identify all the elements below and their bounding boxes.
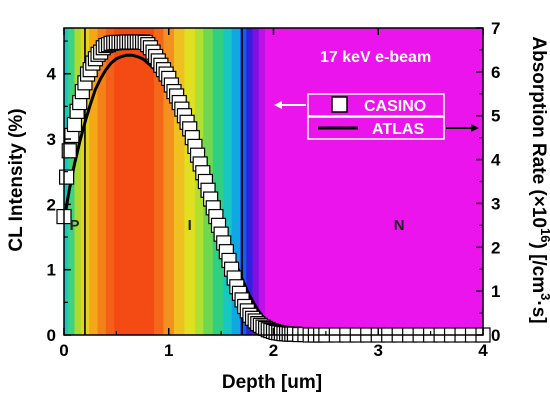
legend: CASINO ATLAS (274, 93, 479, 140)
x-tick-label: 2 (269, 341, 278, 360)
legend-label-casino: CASINO (364, 98, 426, 115)
y-right-tick-label: 6 (491, 63, 500, 82)
y-left-axis-title: CL Intensity (%) (6, 108, 27, 251)
y-right-tick-label: 0 (491, 326, 500, 345)
x-tick-label: 4 (478, 341, 488, 360)
beam-annotation: 17 keV e-beam (320, 49, 431, 66)
y-right-title-sup-2: 3 (538, 293, 550, 300)
background-band-19 (252, 28, 260, 335)
background-bands (64, 28, 484, 335)
y-right-title-part-2: ) [/cm (528, 242, 549, 293)
region-label-n: N (394, 217, 405, 234)
casino-point (59, 169, 75, 185)
background-band-16 (231, 28, 241, 335)
legend-label-atlas: ATLAS (372, 121, 424, 138)
region-label-i: I (188, 217, 192, 234)
y-right-tick-label: 1 (491, 282, 500, 301)
y-right-tick-label: 3 (491, 194, 500, 213)
y-left-tick-label: 2 (47, 195, 56, 214)
background-band-10 (173, 28, 186, 335)
y-left-tick-label: 3 (47, 130, 56, 149)
y-left-tick-label: 4 (47, 65, 57, 84)
background-band-8 (154, 28, 165, 335)
background-band-11 (184, 28, 196, 335)
y-right-tick-label: 5 (491, 107, 500, 126)
background-band-20 (258, 28, 266, 335)
background-band-4 (89, 28, 99, 335)
y-right-tick-label: 7 (491, 19, 500, 38)
y-right-tick-label: 2 (491, 238, 500, 257)
legend-box-casino (307, 93, 445, 117)
y-right-axis-title: Absorption Rate (×1016) [/cm3·s] (528, 36, 550, 323)
background-band-21 (265, 28, 484, 335)
y-right-tick-label: 4 (491, 151, 501, 170)
background-band-14 (212, 28, 224, 335)
legend-box-atlas (307, 116, 445, 140)
background-band-18 (246, 28, 254, 335)
background-band-6 (105, 28, 115, 335)
background-band-9 (163, 28, 175, 335)
legend-marker-casino (331, 96, 348, 113)
background-band-5 (97, 28, 107, 335)
x-tick-label: 1 (164, 341, 173, 360)
y-right-title-part-3: ·s] (528, 300, 549, 323)
y-left-tick-label: 0 (47, 326, 56, 345)
x-tick-label: 0 (59, 341, 68, 360)
y-left-tick-label: 1 (47, 261, 56, 280)
y-right-title-part-1: Absorption Rate (×10 (528, 36, 549, 228)
region-label-p: P (69, 217, 79, 234)
legend-arrowhead-casino (274, 101, 282, 109)
x-axis-title: Depth [um] (222, 372, 322, 393)
legend-arrowhead-atlas (471, 124, 479, 132)
casino-point (66, 116, 83, 133)
x-tick-label: 3 (374, 341, 383, 360)
casino-point (61, 143, 77, 159)
background-band-7 (114, 28, 155, 335)
y-right-title-sup-1: 16 (538, 228, 550, 242)
background-band-15 (223, 28, 233, 335)
background-band-2 (74, 28, 82, 335)
background-band-17 (239, 28, 247, 335)
